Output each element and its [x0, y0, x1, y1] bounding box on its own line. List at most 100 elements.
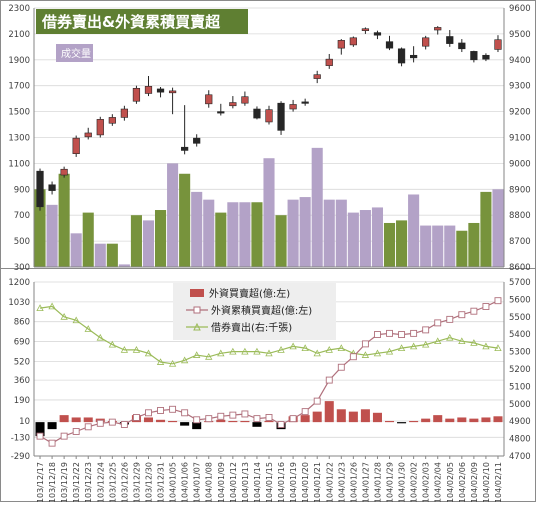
short-sell-point	[397, 344, 406, 352]
cumulative-point	[301, 408, 309, 416]
cumulative-point	[229, 411, 237, 419]
grid	[34, 7, 504, 457]
x-tick-label: 103/12/29	[132, 462, 141, 502]
y-tick-right: 9400	[509, 56, 531, 66]
candle-body	[410, 54, 418, 59]
short-sell-point	[48, 302, 56, 310]
volume-bar	[347, 212, 359, 267]
x-tick-label: 104/01/23	[337, 462, 346, 502]
y-tick-left: 1500	[8, 108, 30, 118]
short-sell-point	[458, 337, 466, 345]
volume-bar	[239, 202, 251, 267]
volume-bar	[130, 215, 142, 267]
bottom-axes: -290 -130 10 190 360 520 690 860 1030 1200 4700 480…	[8, 278, 530, 462]
net-bar	[481, 417, 491, 423]
y-tick-right: 5300	[509, 348, 531, 358]
cumulative-point	[108, 418, 116, 426]
short-sell-point	[193, 351, 201, 358]
volume-bar	[154, 210, 167, 267]
candle-body	[168, 90, 177, 94]
net-bar	[264, 420, 274, 423]
cumulative-point	[349, 353, 357, 361]
cumulative-point	[36, 432, 44, 440]
x-tick-label: 104/02/06	[458, 462, 467, 502]
volume-bar	[383, 222, 396, 267]
cumulative-point	[374, 331, 381, 339]
x-tick-label: 104/02/09	[470, 462, 479, 502]
y-tick-left: 2100	[8, 30, 30, 40]
x-tick-label: 103/12/19	[60, 462, 69, 502]
net-bar	[445, 418, 455, 423]
candle-body	[241, 96, 249, 104]
volume-label: 成交量	[61, 47, 91, 60]
candle-body	[217, 111, 225, 114]
net-bar	[493, 416, 503, 423]
candle-body	[434, 27, 442, 31]
cumulative-point	[458, 311, 466, 319]
volume-bar	[142, 220, 155, 267]
volume-bar	[287, 199, 299, 267]
short-sell-point	[205, 352, 213, 360]
x-tick-label: 103/12/26	[120, 462, 129, 502]
legend-net-label: 外資買賣超(億:左)	[209, 287, 290, 300]
x-tick-label: 104/01/19	[289, 462, 298, 502]
candle-body	[96, 119, 104, 136]
net-bar	[469, 418, 479, 423]
candle-body	[470, 51, 478, 61]
candle-body	[84, 132, 92, 138]
net-bar	[83, 417, 93, 423]
short-sell-point	[108, 340, 117, 348]
y-tick-left: 1300	[8, 134, 30, 144]
cumulative-point	[72, 428, 80, 435]
x-tick-label: 104/01/28	[373, 462, 382, 502]
cumulative-point	[410, 329, 418, 337]
cumulative-point	[145, 409, 152, 417]
x-tick-label: 104/01/13	[241, 462, 250, 502]
candle-body	[482, 54, 490, 60]
candle-body	[193, 137, 201, 144]
y-tick-left: 10	[19, 417, 30, 427]
short-sell-point	[325, 346, 333, 353]
cumulative-point	[386, 329, 393, 337]
net-bar	[409, 420, 419, 423]
cumulative-point	[181, 409, 189, 417]
x-tick-label: 103/12/31	[157, 462, 166, 502]
x-tick-label: 104/02/04	[434, 462, 443, 502]
y-tick-right: 8900	[509, 185, 531, 195]
x-tick-label: 104/01/30	[398, 462, 407, 502]
y-tick-left: 1900	[8, 56, 30, 66]
volume-bar	[251, 202, 263, 267]
volume-bar	[167, 163, 179, 267]
volume-bar	[371, 207, 384, 267]
volume-bar	[420, 225, 432, 267]
short-sell-point	[241, 347, 249, 355]
volume-bar	[323, 199, 335, 267]
volume-bar	[70, 233, 82, 267]
short-sell-point	[301, 344, 309, 352]
short-sell-point	[421, 340, 430, 348]
candle-body	[72, 137, 80, 154]
candle-body	[361, 28, 370, 31]
net-bar	[384, 420, 395, 423]
y-tick-left: 520	[14, 357, 30, 367]
y-tick-right: 5100	[509, 382, 531, 392]
cumulative-point	[217, 412, 225, 420]
cumulative-point	[193, 416, 201, 424]
y-tick-right: 8600	[509, 263, 531, 273]
title-box	[36, 9, 248, 34]
x-tick-label: 103/12/22	[72, 462, 81, 502]
y-tick-right: 5500	[509, 313, 531, 323]
net-bar	[324, 401, 334, 423]
short-sell-point	[289, 342, 297, 350]
cumulative-point	[241, 410, 249, 418]
cumulative-point	[169, 405, 177, 413]
y-tick-right: 4900	[509, 417, 531, 427]
x-tick-label: 104/01/09	[217, 462, 226, 502]
x-tick-label: 104/01/15	[265, 462, 274, 502]
candle-body	[108, 117, 116, 124]
net-bar	[397, 422, 407, 424]
y-tick-left: 860	[14, 318, 30, 328]
y-tick-left: -290	[11, 452, 30, 462]
volume-bar	[480, 191, 492, 267]
